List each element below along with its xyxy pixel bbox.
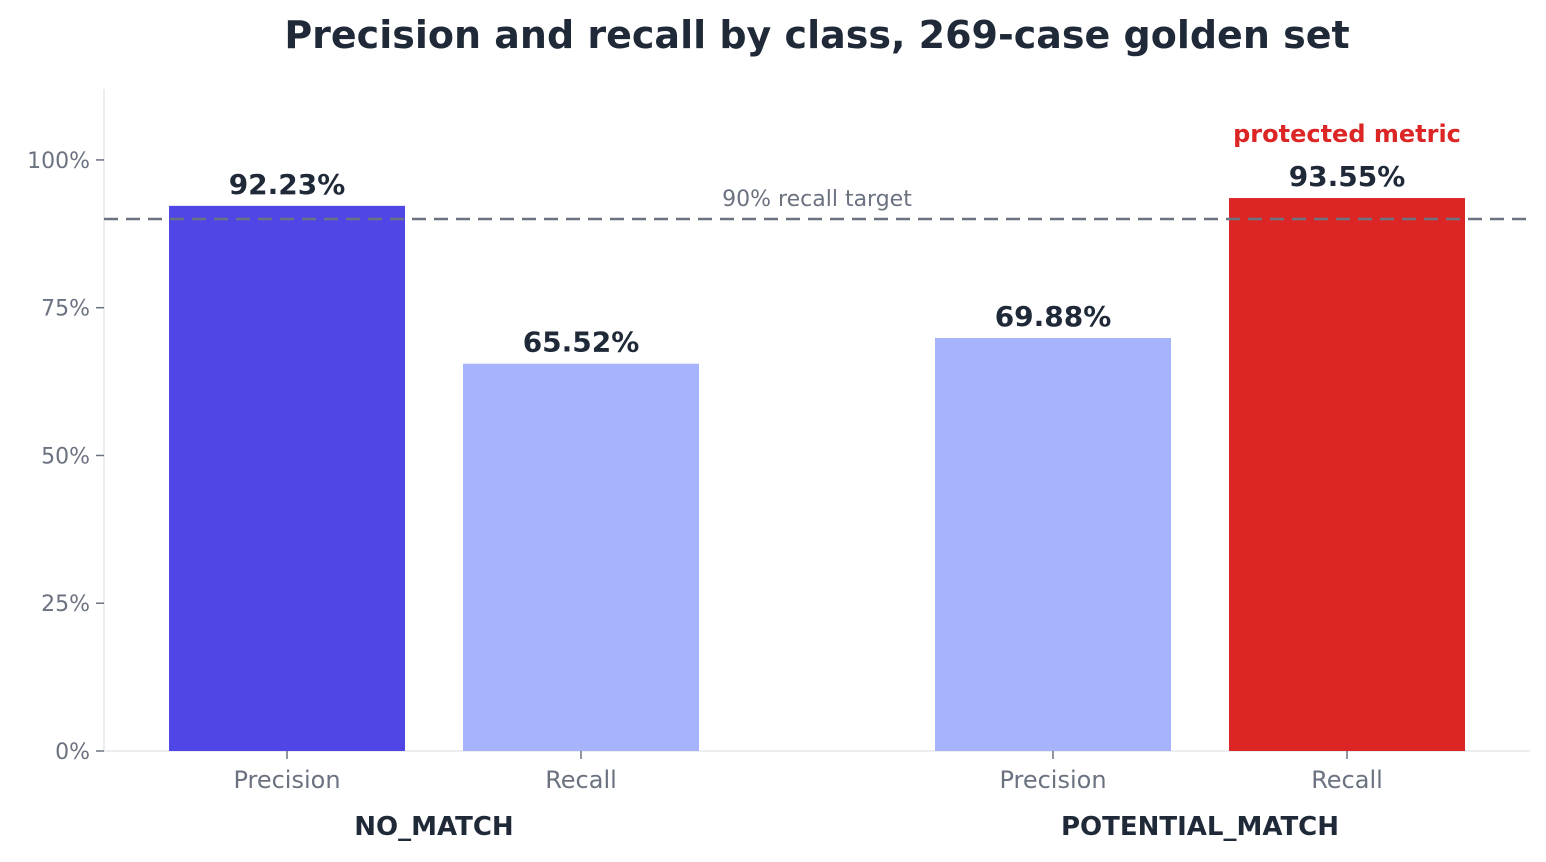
labels: Precision 92.23% Recall 65.52% NO_MATCH Preci… — [104, 120, 1530, 842]
x-tick-label: Precision — [999, 766, 1106, 794]
y-tick-label: 25% — [41, 592, 90, 617]
group-label: POTENTIAL_MATCH — [1061, 812, 1339, 842]
group-label: NO_MATCH — [354, 812, 513, 842]
reference-line-label: 90% recall target — [722, 187, 912, 212]
data-label: 92.23% — [229, 168, 346, 201]
bar-potential-match-recall — [1229, 198, 1465, 751]
x-tick-label: Recall — [545, 766, 617, 794]
data-label: 69.88% — [995, 300, 1112, 333]
y-tick-label: 50% — [41, 444, 90, 469]
bars — [169, 198, 1465, 751]
x-tick-label: Recall — [1311, 766, 1383, 794]
y-tick-label: 100% — [27, 149, 90, 174]
annotation-label: protected metric — [1233, 120, 1461, 148]
bar-no-match-recall — [463, 363, 699, 751]
y-tick-label: 75% — [41, 297, 90, 322]
data-label: 93.55% — [1289, 160, 1406, 193]
chart-title: Precision and recall by class, 269-case … — [284, 13, 1349, 57]
bar-no-match-precision — [169, 205, 405, 751]
x-tick-label: Precision — [233, 766, 340, 794]
data-label: 65.52% — [523, 326, 640, 359]
y-tick-label: 0% — [55, 740, 90, 765]
bar-potential-match-precision — [935, 337, 1171, 751]
